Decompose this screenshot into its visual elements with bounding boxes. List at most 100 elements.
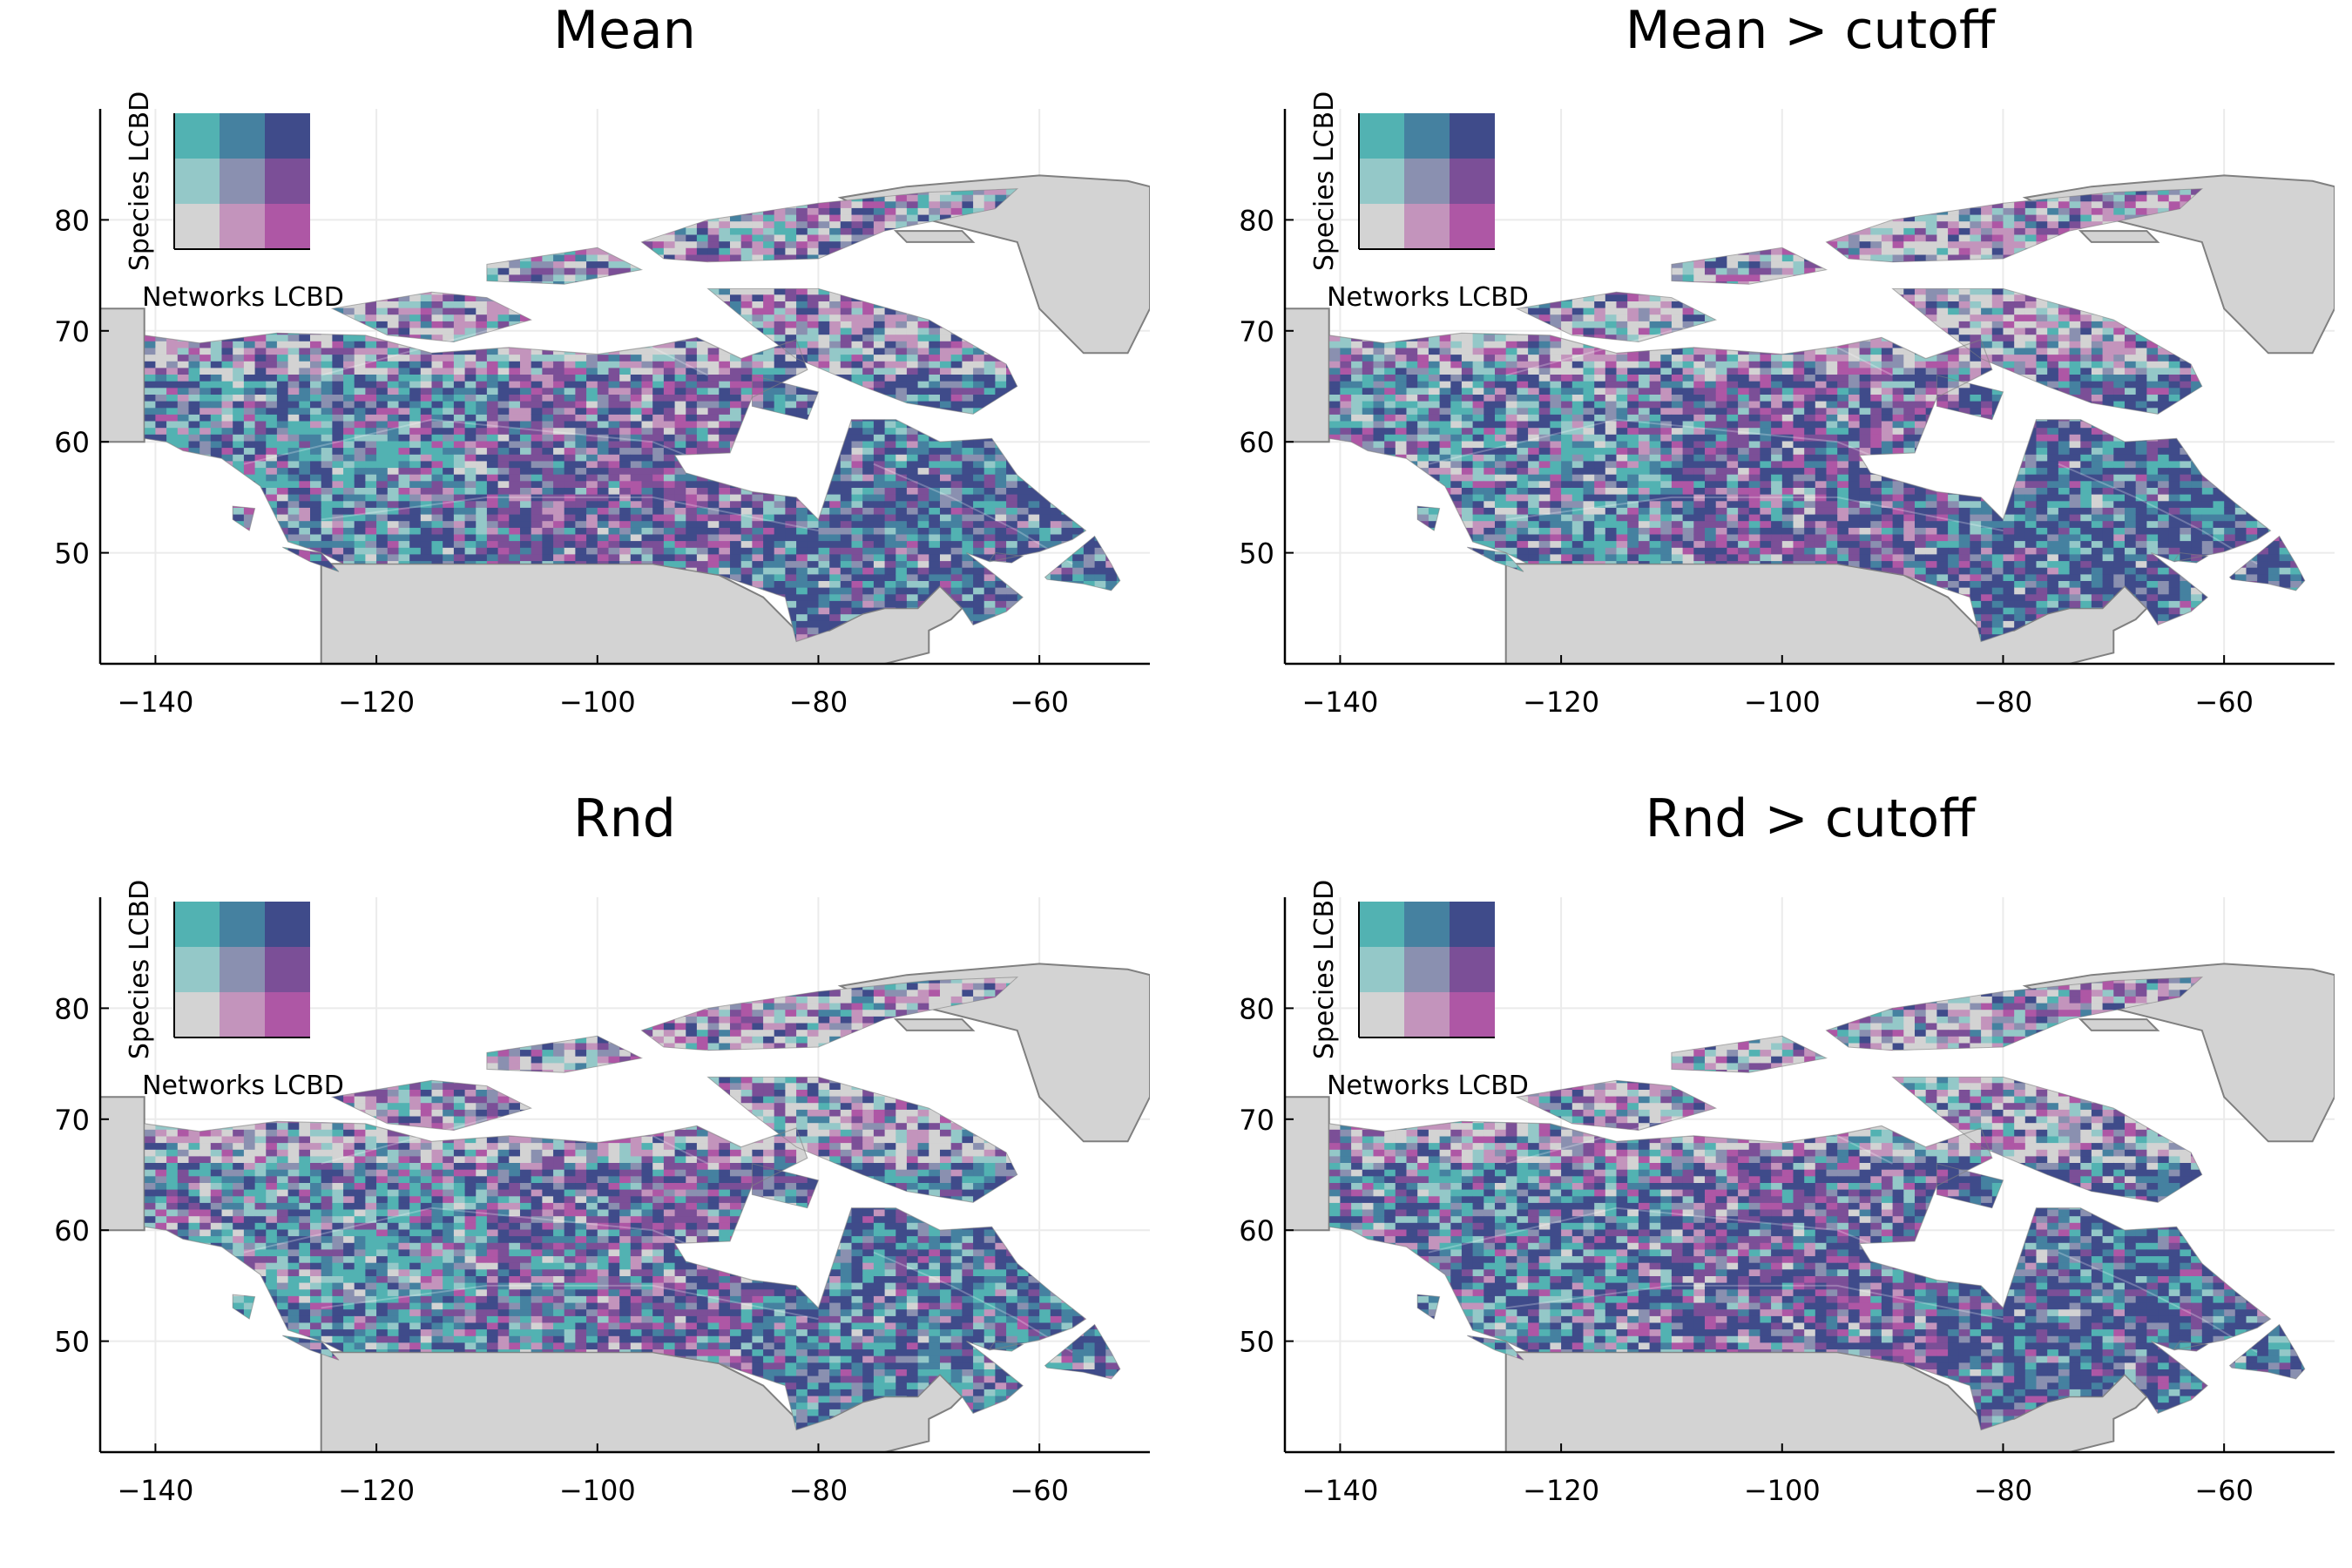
x-tick-label: −140 <box>1301 1474 1378 1507</box>
legend-cell <box>265 113 310 159</box>
legend-y-label: Species LCBD <box>125 91 155 271</box>
legend-x-label: Networks LCBD <box>142 282 344 313</box>
y-tick-label: 70 <box>1239 315 1274 348</box>
legend-cell <box>1404 113 1450 159</box>
y-tick-label: 50 <box>54 537 90 571</box>
y-tick-label: 70 <box>54 1104 90 1137</box>
map-panel-1: −140 −120 −100 −80 −60 50 60 70 80 Mean Species LC… <box>54 0 1150 719</box>
y-tick-label: 80 <box>1239 992 1274 1025</box>
legend-cell <box>1404 159 1450 204</box>
map-panel-4: −140 −120 −100 −80 −60 50 60 70 80 Rnd > cutoff Sp… <box>1239 788 2335 1507</box>
x-tick-label: −60 <box>2194 686 2254 719</box>
x-tick-label: −80 <box>1974 686 2033 719</box>
legend-cell <box>1359 113 1404 159</box>
axes: −140 −120 −100 −80 −60 50 60 70 80 <box>1239 897 2335 1507</box>
legend-cell <box>220 113 265 159</box>
legend-cell <box>1404 204 1450 249</box>
legend-cell <box>220 902 265 947</box>
x-tick-label: −100 <box>559 1474 636 1507</box>
x-tick-label: −120 <box>1523 686 1599 719</box>
legend-cell <box>174 159 220 204</box>
panel-title: Rnd > cutoff <box>1646 788 1977 849</box>
canada-outline <box>144 977 1121 1431</box>
legend-cell <box>174 947 220 992</box>
x-tick-label: −100 <box>1744 686 1821 719</box>
legend-cell <box>1404 992 1450 1037</box>
legend-y-label: Species LCBD <box>1309 880 1340 1059</box>
canada-outline <box>1328 188 2306 643</box>
legend-cell <box>1450 902 1495 947</box>
map-panel-3: −140 −120 −100 −80 −60 50 60 70 80 Rnd Species LCB… <box>54 788 1150 1507</box>
y-tick-label: 80 <box>54 204 90 237</box>
legend-x-label: Networks LCBD <box>1327 282 1529 313</box>
legend-cell <box>220 204 265 249</box>
y-tick-label: 60 <box>54 426 90 459</box>
legend-cell <box>1450 947 1495 992</box>
legend-cell <box>265 947 310 992</box>
y-tick-label: 50 <box>1239 537 1274 571</box>
legend-cell <box>220 947 265 992</box>
legend-y-label: Species LCBD <box>125 880 155 1059</box>
x-tick-label: −80 <box>1974 1474 2033 1507</box>
legend-cell <box>1450 992 1495 1037</box>
axes: −140 −120 −100 −80 −60 50 60 70 80 <box>1239 109 2335 719</box>
panel-title: Mean <box>553 0 695 61</box>
legend-cell <box>174 902 220 947</box>
y-tick-label: 50 <box>1239 1326 1274 1359</box>
x-tick-label: −140 <box>1301 686 1378 719</box>
canada-outline <box>1328 977 2306 1431</box>
x-tick-label: −80 <box>789 1474 848 1507</box>
x-tick-label: −140 <box>117 1474 193 1507</box>
legend-cell <box>1359 204 1404 249</box>
legend-cell <box>265 992 310 1037</box>
x-tick-label: −60 <box>2194 1474 2254 1507</box>
legend-cell <box>1359 159 1404 204</box>
legend-cell <box>1404 947 1450 992</box>
legend-cell <box>1359 992 1404 1037</box>
x-tick-label: −60 <box>1010 1474 1069 1507</box>
y-tick-label: 80 <box>54 992 90 1025</box>
legend-cell <box>220 159 265 204</box>
axes: −140 −120 −100 −80 −60 50 60 70 80 <box>54 897 1150 1507</box>
axes: −140 −120 −100 −80 −60 50 60 70 80 <box>54 109 1150 719</box>
x-tick-label: −100 <box>1744 1474 1821 1507</box>
legend-cell <box>174 204 220 249</box>
legend-cell <box>220 992 265 1037</box>
legend-cell <box>1450 204 1495 249</box>
x-tick-label: −120 <box>338 686 415 719</box>
y-tick-label: 60 <box>54 1214 90 1247</box>
legend-cell <box>1359 902 1404 947</box>
canada-outline <box>144 188 1121 643</box>
bivariate-legend: Species LCBD Networks LCBD <box>125 880 344 1101</box>
panel-title: Rnd <box>573 788 676 849</box>
map-panel-2: −140 −120 −100 −80 −60 50 60 70 80 Mean > cutoff S… <box>1239 0 2335 719</box>
y-tick-label: 50 <box>54 1326 90 1359</box>
x-tick-label: −120 <box>1523 1474 1599 1507</box>
legend-cell <box>265 159 310 204</box>
bivariate-legend: Species LCBD Networks LCBD <box>1309 91 1529 313</box>
legend-cell <box>174 992 220 1037</box>
bivariate-legend: Species LCBD Networks LCBD <box>1309 880 1529 1101</box>
legend-cell <box>1450 113 1495 159</box>
x-tick-label: −100 <box>559 686 636 719</box>
legend-cell <box>265 902 310 947</box>
panel-title: Mean > cutoff <box>1625 0 1997 61</box>
x-tick-label: −60 <box>1010 686 1069 719</box>
y-tick-label: 60 <box>1239 426 1274 459</box>
y-tick-label: 70 <box>1239 1104 1274 1137</box>
y-tick-label: 70 <box>54 315 90 348</box>
legend-cell <box>1359 947 1404 992</box>
y-tick-label: 60 <box>1239 1214 1274 1247</box>
legend-cell <box>1450 159 1495 204</box>
bivariate-legend: Species LCBD Networks LCBD <box>125 91 344 313</box>
x-tick-label: −80 <box>789 686 848 719</box>
legend-cell <box>174 113 220 159</box>
y-tick-label: 80 <box>1239 204 1274 237</box>
legend-cell <box>1404 902 1450 947</box>
legend-y-label: Species LCBD <box>1309 91 1340 271</box>
legend-x-label: Networks LCBD <box>142 1071 344 1101</box>
legend-x-label: Networks LCBD <box>1327 1071 1529 1101</box>
x-tick-label: −140 <box>117 686 193 719</box>
x-tick-label: −120 <box>338 1474 415 1507</box>
